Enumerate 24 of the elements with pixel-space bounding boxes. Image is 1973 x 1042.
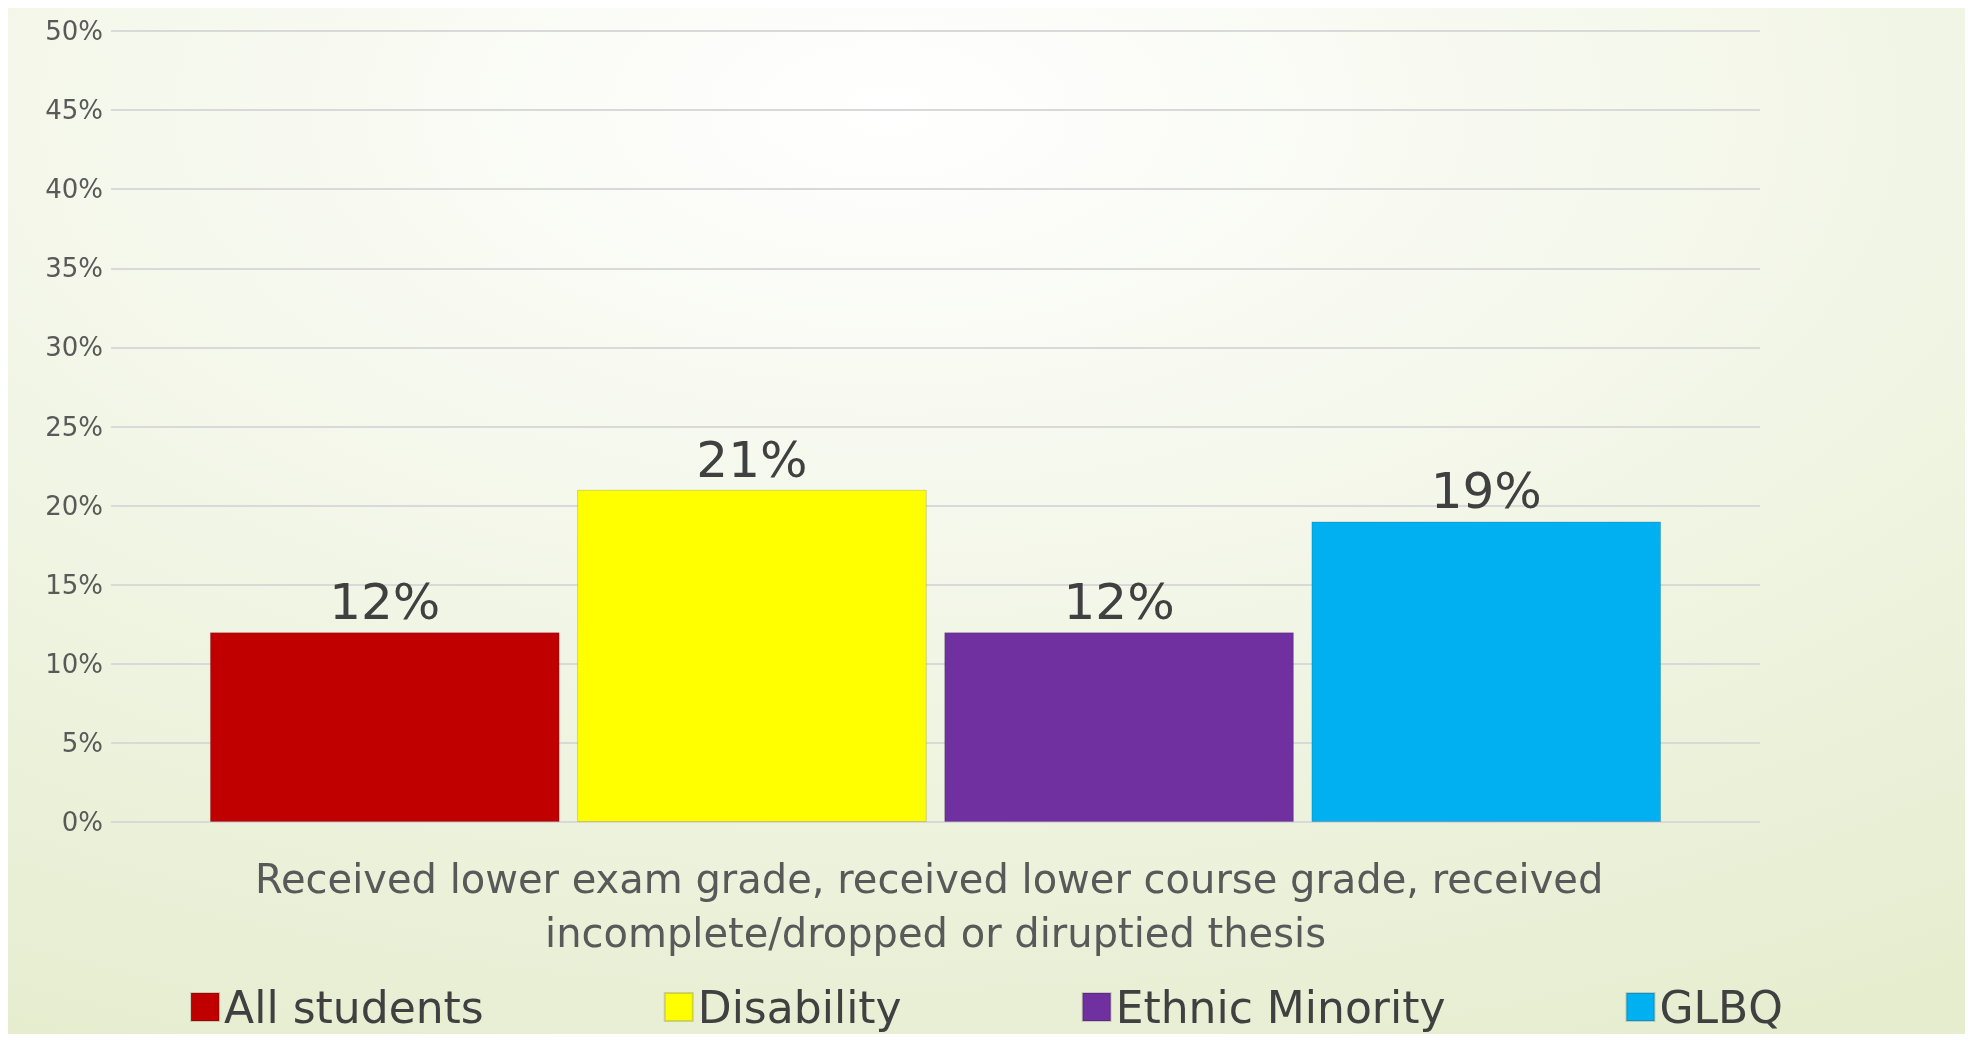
x-tick-label: Received lower exam grade, received lower course grade, received incomplete/dropped or diruptied thesis [254,856,1617,956]
y-tick-label: 30% [45,332,103,363]
y-tick-label: 5% [61,727,103,758]
bar [944,632,1294,822]
data-label: 19% [1430,462,1542,521]
y-tick-label: 10% [45,648,103,679]
data-label: 12% [1063,573,1175,632]
bar [1311,521,1662,822]
legend-label: GLBQ [1659,981,1783,1033]
legend-label: Ethnic Minority [1115,981,1446,1033]
y-tick-label: 40% [45,174,103,205]
y-tick-label: 35% [45,253,103,284]
bar [209,632,560,822]
y-tick-label: 15% [45,569,103,600]
legend-label: Disability [697,981,902,1033]
y-tick-label: 45% [45,95,103,126]
y-tick-label: 20% [45,490,103,521]
legend-label: All students [224,981,484,1033]
y-tick-label: 25% [45,411,103,442]
bar [577,489,927,822]
y-tick-label: 0% [61,807,103,837]
data-label: 21% [696,430,808,489]
data-label: 12% [329,573,441,632]
y-tick-label: 50% [45,16,103,46]
